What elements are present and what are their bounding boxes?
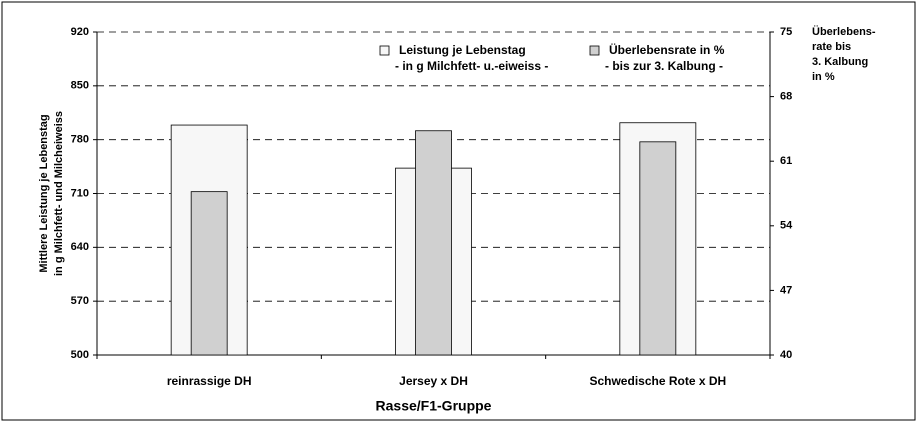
- y2-axis-label: in %: [812, 71, 835, 83]
- x-tick-label: Schwedische Rote x DH: [589, 374, 726, 388]
- legend-sublabel: - bis zur 3. Kalbung -: [605, 59, 723, 73]
- legend-label: Überlebensrate in %: [609, 42, 725, 57]
- y2-tick-label: 61: [780, 155, 792, 167]
- y-tick-label: 640: [71, 241, 89, 253]
- x-tick-label: reinrassige DH: [167, 374, 252, 388]
- y2-axis-label: 3. Kalbung: [812, 56, 868, 68]
- y2-axis-label: Überlebens-: [812, 25, 876, 38]
- y2-tick-label: 68: [780, 91, 792, 103]
- legend-label: Leistung je Lebenstag: [399, 43, 526, 57]
- bar: [639, 141, 677, 356]
- y2-tick-label: 47: [780, 284, 792, 296]
- legend-swatch: [379, 45, 390, 56]
- y-tick-label: 570: [71, 295, 89, 307]
- y-axis-label: in g Milchfett- und Milcheiweiss: [53, 111, 65, 276]
- legend-sublabel: - in g Milchfett- u.-eiweiss -: [395, 59, 548, 73]
- y2-tick-label: 54: [780, 220, 793, 232]
- y-tick-label: 920: [71, 26, 89, 38]
- y-tick-label: 780: [71, 134, 89, 146]
- x-axis-label: Rasse/F1-Gruppe: [376, 398, 492, 414]
- y2-tick-label: 75: [780, 26, 792, 38]
- y2-tick-label: 40: [780, 349, 792, 361]
- bar: [415, 130, 452, 356]
- y-tick-label: 710: [71, 187, 89, 199]
- bar: [190, 191, 228, 356]
- y-axis-label: Mittlere Leistung je Lebenstag: [38, 114, 50, 272]
- y-tick-label: 850: [71, 80, 89, 92]
- y-tick-label: 500: [71, 349, 89, 361]
- x-tick-label: Jersey x DH: [399, 374, 468, 388]
- y2-axis-label: rate bis: [812, 41, 851, 53]
- legend-swatch: [589, 45, 600, 56]
